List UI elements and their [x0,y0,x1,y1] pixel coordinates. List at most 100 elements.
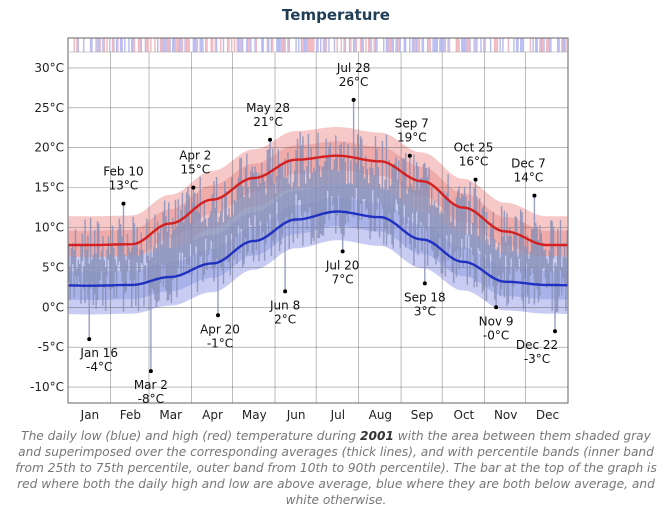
status-day [194,38,196,52]
annotation: Apr 20-1°C [200,313,240,350]
daily-range-bar [484,240,486,255]
status-day [91,38,93,52]
daily-range-bar [74,229,77,277]
status-day [236,38,238,52]
status-day [246,38,248,52]
daily-range-bar [558,246,560,297]
status-day [154,38,156,52]
daily-range-bar [350,160,352,211]
annotation-value: 2°C [274,312,296,326]
daily-range-bar [217,221,219,316]
daily-range-bar [544,249,547,279]
daily-range-bar [563,242,566,286]
status-day [391,38,393,52]
status-day [109,38,111,52]
status-day [95,38,97,52]
status-day [515,38,518,52]
daily-range-bar [392,166,394,249]
daily-range-bar [462,195,464,268]
annotation: Nov 9-0°C [479,305,514,342]
daily-range-bar [199,176,201,258]
status-day [295,38,297,52]
daily-range-bar [477,235,479,249]
daily-range-bar [437,191,440,257]
status-day [280,38,282,52]
status-day [262,38,264,52]
status-day [541,38,544,52]
daily-range-bar [509,227,511,274]
status-day [250,38,252,52]
status-day [473,38,475,52]
status-day [535,38,537,52]
status-day [448,38,451,52]
daily-range-bar [268,149,270,238]
status-day [272,38,274,52]
daily-range-bar [465,196,467,236]
annotation-value: 26°C [339,75,369,89]
temperature-chart: 30°C 25°C 20°C 15°C 10°C 5°C 0°C -5°C -10°C Jan F… [30,37,569,422]
daily-range-bar [444,196,447,277]
daily-range-bar [488,244,490,286]
annotation-date: Apr 2 [179,149,211,163]
daily-range-bar [378,184,381,238]
low-band-25-75 [68,197,568,301]
daily-range-bar [499,258,501,297]
daily-range-bar [387,189,389,235]
daily-range-bar [191,202,193,276]
status-day [428,38,430,52]
month-label: Mar [159,408,182,422]
status-day [196,38,199,52]
status-day [532,38,534,52]
daily-range-bar [265,194,267,244]
daily-range-bar [528,258,530,304]
daily-range-bar [99,259,101,280]
daily-range-bar [136,226,138,263]
daily-range-bar [302,136,304,246]
daily-range-bar [162,211,164,287]
daily-range-bar [481,207,484,293]
daily-range-bar [183,222,185,274]
daily-range-bar [376,148,378,210]
daily-range-bar [107,236,110,260]
daily-range-bar [161,244,163,264]
daily-range-bar [206,226,208,271]
daily-range-bar [361,138,363,220]
status-day [484,38,486,52]
status-day [421,38,423,52]
annotation: Sep 719°C [395,117,429,158]
status-day [99,38,101,52]
daily-range-bar [324,161,326,224]
daily-range-bar [436,207,438,259]
daily-range-bar [496,247,499,286]
status-day [284,38,286,52]
daily-range-bar [343,141,345,237]
daily-range-bar [240,157,242,229]
daily-range-bar [174,199,177,275]
daily-range-bar [109,254,111,289]
status-day [374,38,377,52]
daily-range-bar [239,158,241,254]
daily-range-bar [322,166,325,236]
y-tick-label: -5°C [38,340,64,354]
daily-range-bar [111,225,114,288]
daily-range-bar [277,149,279,222]
daily-range-bar [215,177,218,259]
status-day [199,38,201,52]
status-day [502,38,504,52]
daily-range-bar [526,235,529,296]
daily-range-bar [200,222,203,256]
status-day [361,38,363,52]
daily-range-bar [96,221,99,301]
month-label: Sep [411,408,434,422]
daily-range-bar [474,179,477,282]
status-day [325,38,327,52]
annotation-dot [494,305,499,310]
status-day [362,38,364,52]
daily-range-bar [507,236,510,304]
status-day [517,38,519,52]
status-day [304,38,307,52]
status-day [176,38,178,52]
daily-range-bar [150,234,152,372]
daily-range-bar [400,181,403,229]
